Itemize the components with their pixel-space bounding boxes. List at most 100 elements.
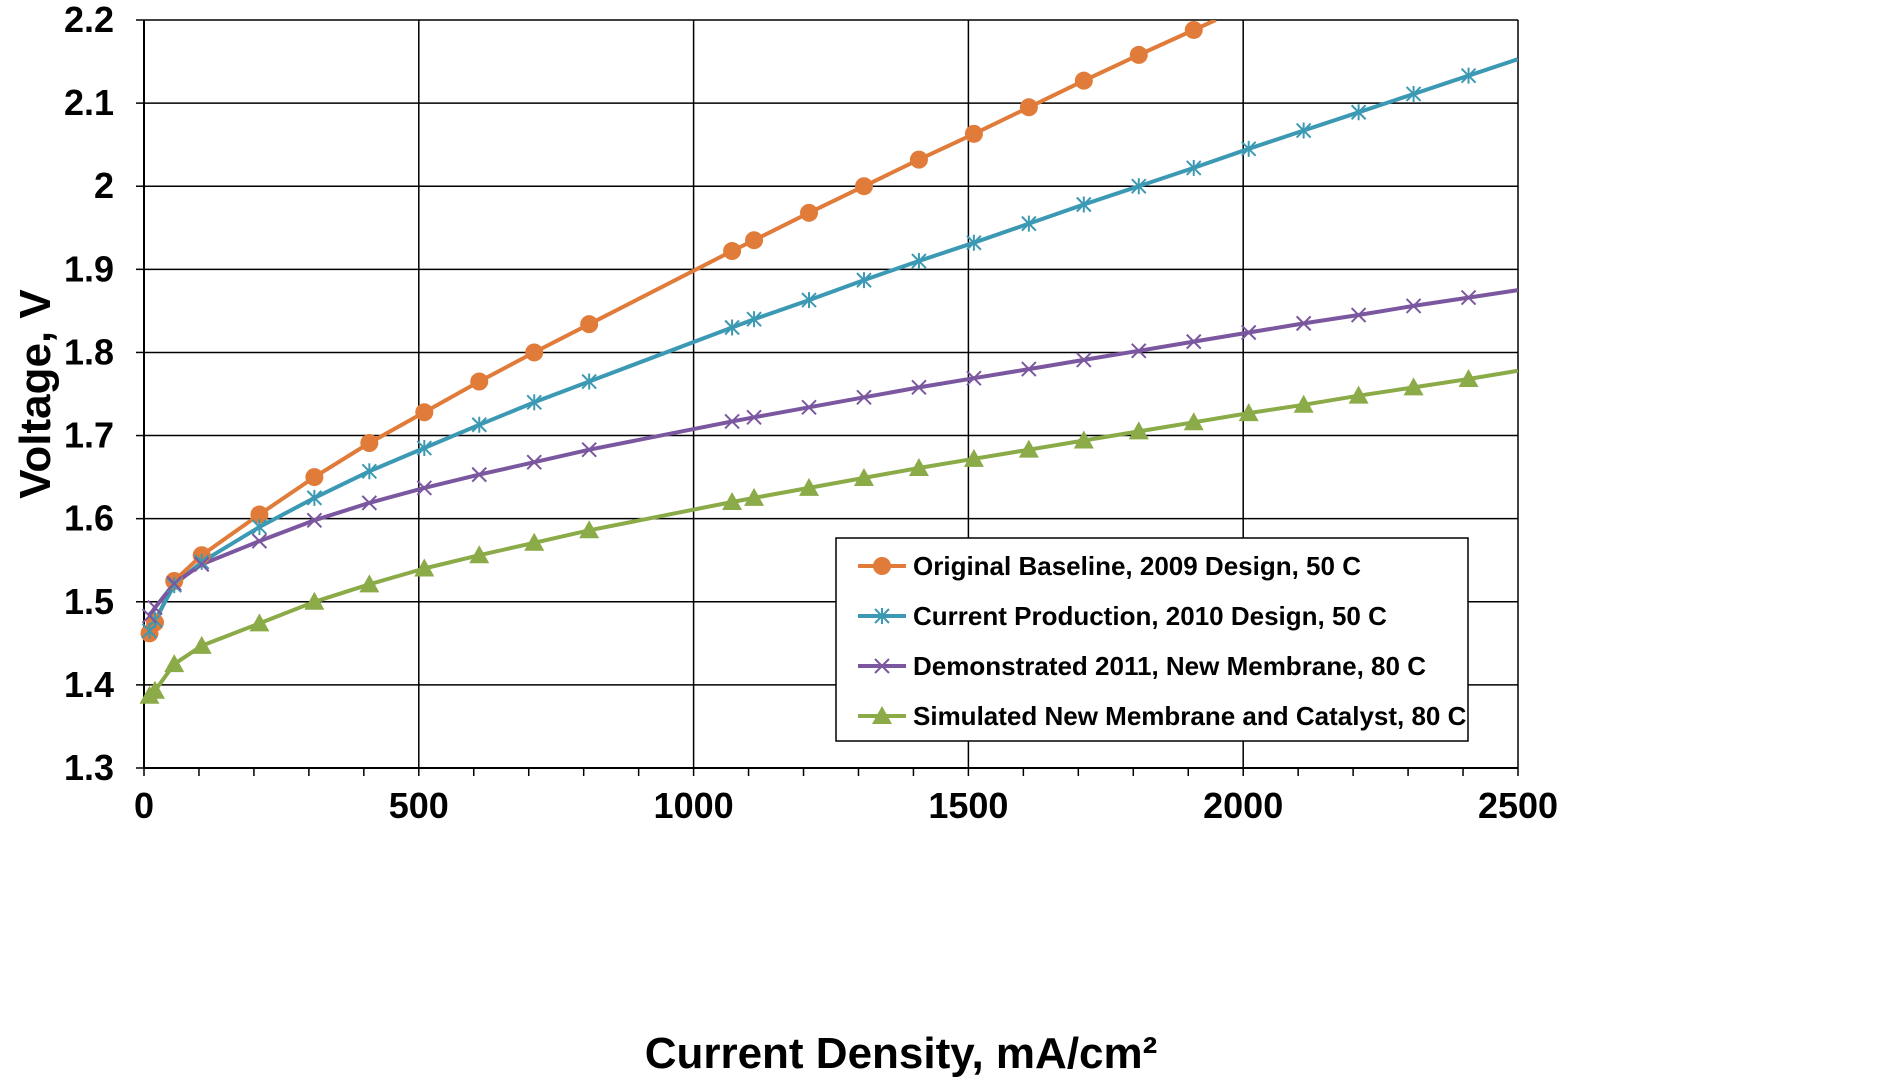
series-1-marker <box>1295 122 1312 139</box>
series-3-marker <box>1293 394 1314 413</box>
series-0-marker <box>1019 98 1038 117</box>
series-1-marker <box>1131 178 1147 195</box>
y-tick-label: 2 <box>94 165 114 206</box>
y-tick-label: 1.9 <box>64 248 114 289</box>
series-1-marker <box>1186 159 1202 176</box>
series-3-marker <box>579 520 600 539</box>
series-3-marker <box>722 492 743 511</box>
series-3-marker <box>359 574 380 593</box>
series-2-marker <box>856 389 872 406</box>
series-markers <box>139 20 1479 704</box>
y-tick-label: 1.8 <box>64 331 114 372</box>
series-2-marker <box>1405 298 1422 314</box>
series-0-marker <box>964 124 983 143</box>
series-2-marker <box>251 533 268 549</box>
legend-swatch-marker <box>872 706 892 724</box>
series-0-marker <box>1074 71 1093 90</box>
series-3-marker <box>1183 412 1204 431</box>
series-0-marker <box>305 468 324 487</box>
series-1-marker <box>1076 196 1092 213</box>
legend-swatch-marker <box>874 658 890 674</box>
series-2-marker <box>966 370 982 386</box>
series-3-marker <box>799 477 820 496</box>
series-3-marker <box>908 457 929 476</box>
y-tick-label: 1.6 <box>64 498 114 539</box>
series-1-marker <box>306 489 323 506</box>
series-3-marker <box>191 635 212 654</box>
axes <box>136 19 1519 776</box>
series-0-marker <box>909 150 928 169</box>
legend-swatch-marker <box>874 608 890 624</box>
series-2-marker <box>1021 361 1037 377</box>
series-3-marker <box>1128 421 1149 440</box>
series-3-marker <box>1018 439 1039 458</box>
y-tick-label: 1.5 <box>64 581 114 622</box>
series-2-marker <box>1240 324 1257 341</box>
series-1-marker <box>1240 140 1257 157</box>
y-tick-label: 2.2 <box>64 0 114 40</box>
series-0-marker <box>1129 45 1148 64</box>
series-2-marker <box>1076 352 1092 368</box>
series-0-marker <box>470 372 489 391</box>
series-line-0 <box>147 20 1217 635</box>
series-0-marker <box>360 434 379 453</box>
series-1-marker <box>526 394 542 411</box>
series-1-marker <box>166 577 182 594</box>
series-3-marker <box>853 467 874 486</box>
series-2-marker <box>911 379 927 396</box>
series-3-marker <box>1458 369 1479 388</box>
series-1-marker <box>581 373 597 390</box>
series-2-marker <box>526 454 542 470</box>
y-tick-label: 1.7 <box>64 415 114 456</box>
series-3-marker <box>1348 385 1369 404</box>
legend-entry-demonstrated-2011: Demonstrated 2011, New Membrane, 80 C <box>858 651 1426 681</box>
series-2-marker <box>801 399 817 416</box>
legend-label-simulated: Simulated New Membrane and Catalyst, 80 … <box>913 701 1467 731</box>
series-1-marker <box>1350 104 1367 121</box>
legend-label-demonstrated-2011: Demonstrated 2011, New Membrane, 80 C <box>913 651 1426 681</box>
series-3-marker <box>249 613 270 632</box>
y-axis-title: Voltage, V <box>11 289 60 499</box>
series-2-marker <box>147 599 163 616</box>
series-2-marker <box>1131 343 1147 359</box>
series-0-marker <box>415 403 434 422</box>
series-1-marker <box>1405 85 1422 102</box>
series-2-marker <box>724 413 740 430</box>
series-2-marker <box>416 480 433 496</box>
series-3-marker <box>1073 430 1094 449</box>
legend-label-current-production: Current Production, 2010 Design, 50 C <box>913 601 1387 631</box>
series-2-marker <box>471 466 487 483</box>
series-2-marker <box>361 495 378 511</box>
series-1-marker <box>911 253 927 270</box>
series-1-marker <box>194 553 210 570</box>
legend-label-original-baseline: Original Baseline, 2009 Design, 50 C <box>913 551 1361 581</box>
series-3-marker <box>744 487 765 506</box>
legend-entry-original-baseline: Original Baseline, 2009 Design, 50 C <box>858 551 1361 581</box>
legend-entry-current-production: Current Production, 2010 Design, 50 C <box>858 601 1387 631</box>
series-1-marker <box>724 319 740 336</box>
series-2-marker <box>306 512 323 529</box>
series-2-marker <box>194 556 210 573</box>
series-2-marker <box>141 608 158 624</box>
series-0-marker <box>525 343 544 362</box>
series-1-marker <box>251 518 268 535</box>
series-0-marker <box>745 231 764 250</box>
legend-entry-simulated: Simulated New Membrane and Catalyst, 80 … <box>858 701 1467 731</box>
series-0-marker <box>580 315 599 334</box>
series-0-marker <box>854 177 873 196</box>
series-1-marker <box>361 463 378 480</box>
series-1-marker <box>801 292 817 309</box>
tick-labels: 1.3 1.4 1.5 1.6 1.7 1.8 1.9 2 2.1 2.2 0 500 1000 1500… <box>64 0 1558 826</box>
x-tick-label: 1500 <box>928 785 1008 826</box>
series-3-marker <box>164 654 185 673</box>
y-tick-label: 1.3 <box>64 747 114 788</box>
series-1-marker <box>471 416 487 433</box>
x-tick-label: 1000 <box>654 785 734 826</box>
series-1-marker <box>966 234 982 251</box>
series-1-marker <box>746 311 762 328</box>
series-1-marker <box>856 272 872 289</box>
series-2-marker <box>1186 333 1202 350</box>
legend-box <box>835 537 1469 742</box>
series-3-marker <box>524 532 545 551</box>
